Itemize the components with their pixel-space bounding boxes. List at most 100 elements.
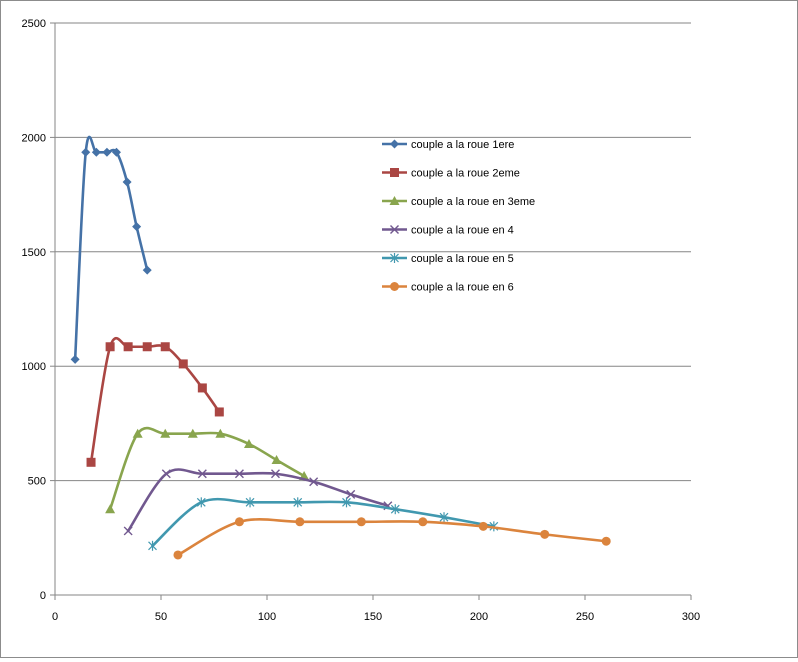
legend-label: couple a la roue 1ere — [411, 139, 514, 151]
legend-marker — [389, 196, 400, 205]
data-point — [540, 529, 550, 539]
marker-shape — [142, 342, 152, 352]
marker-shape — [178, 359, 188, 369]
legend-marker — [390, 139, 399, 149]
marker-shape — [234, 469, 244, 479]
marker-shape — [214, 407, 224, 417]
legend-item-3: couple a la roue en 3eme — [382, 196, 535, 208]
marker-shape — [243, 438, 254, 448]
legend-item-1: couple a la roue 1ere — [382, 139, 514, 151]
marker-shape — [132, 222, 142, 232]
marker-shape — [309, 477, 319, 487]
marker-shape — [197, 469, 207, 479]
data-point — [142, 265, 152, 275]
legend-item-6: couple a la roue en 6 — [382, 282, 514, 294]
data-point — [293, 497, 303, 508]
data-point — [105, 342, 115, 352]
marker-shape — [390, 225, 399, 234]
marker-shape — [271, 455, 282, 465]
y-tick-label: 500 — [28, 476, 46, 488]
legend-label: couple a la roue en 6 — [411, 282, 514, 294]
x-tick-label: 250 — [576, 611, 594, 623]
data-point — [243, 438, 254, 448]
legend-label: couple a la roue en 4 — [411, 225, 514, 237]
data-point — [295, 517, 305, 527]
data-point — [234, 517, 244, 527]
data-point — [81, 147, 91, 157]
series-line — [73, 135, 149, 361]
data-point — [418, 517, 428, 527]
marker-shape — [122, 177, 132, 187]
marker-shape — [234, 517, 244, 527]
marker-shape — [478, 521, 488, 531]
marker-shape — [390, 139, 399, 149]
marker-shape — [102, 147, 112, 157]
marker-shape — [295, 517, 305, 527]
marker-shape — [91, 147, 101, 157]
x-tick-label: 50 — [155, 611, 167, 623]
data-point — [197, 383, 207, 393]
x-tick-label: 300 — [682, 611, 700, 623]
series-layer — [70, 135, 611, 560]
x-tick-label: 0 — [52, 611, 58, 623]
legend-marker — [390, 225, 399, 234]
data-point — [214, 407, 224, 417]
marker-shape — [123, 342, 133, 352]
marker-shape — [187, 428, 198, 438]
x-tick-label: 150 — [364, 611, 382, 623]
series-3 — [105, 426, 310, 514]
marker-shape — [197, 383, 207, 393]
data-point — [142, 342, 152, 352]
legend-marker — [390, 253, 399, 263]
data-point — [196, 497, 206, 508]
data-point — [148, 540, 157, 551]
data-point — [132, 222, 142, 232]
data-point — [123, 342, 133, 352]
marker-shape — [173, 550, 183, 560]
axes: 0 500 1000 1500 2000 2500 0 50 100 150 200 250 300 — [22, 18, 701, 623]
series-4 — [123, 468, 393, 536]
data-point — [111, 147, 121, 157]
marker-shape — [132, 428, 143, 438]
x-tick-label: 100 — [258, 611, 276, 623]
y-tick-label: 2000 — [22, 132, 46, 144]
marker-shape — [86, 457, 96, 467]
data-point — [478, 521, 488, 531]
marker-shape — [390, 282, 399, 291]
legend-item-5: couple a la roue en 5 — [382, 253, 514, 265]
data-point — [160, 342, 170, 352]
marker-shape — [160, 428, 171, 438]
data-point — [601, 536, 611, 546]
data-point — [70, 354, 80, 364]
y-tick-label: 0 — [40, 590, 46, 602]
marker-shape — [161, 469, 171, 479]
data-point — [123, 526, 133, 536]
x-tick-label: 200 — [470, 611, 488, 623]
data-point — [91, 147, 101, 157]
legend-label: couple a la roue 2eme — [411, 168, 520, 180]
series-line — [108, 426, 306, 511]
marker-shape — [105, 342, 115, 352]
data-point — [271, 455, 282, 465]
legend: couple a la roue 1ere couple a la roue 2e… — [382, 139, 535, 294]
data-point — [187, 428, 198, 438]
marker-shape — [81, 147, 91, 157]
series-1 — [70, 135, 152, 364]
marker-shape — [390, 168, 399, 177]
marker-shape — [270, 469, 280, 479]
data-point — [234, 469, 244, 479]
series-6 — [173, 517, 611, 560]
data-point — [132, 428, 143, 438]
marker-shape — [215, 428, 226, 438]
data-point — [245, 497, 255, 508]
marker-shape — [105, 504, 116, 514]
data-point — [197, 469, 207, 479]
data-point — [173, 550, 183, 560]
legend-marker — [390, 168, 399, 177]
marker-shape — [70, 354, 80, 364]
data-point — [160, 428, 171, 438]
data-point — [346, 489, 356, 499]
marker-shape — [346, 489, 356, 499]
data-point — [102, 147, 112, 157]
data-point — [122, 177, 132, 187]
